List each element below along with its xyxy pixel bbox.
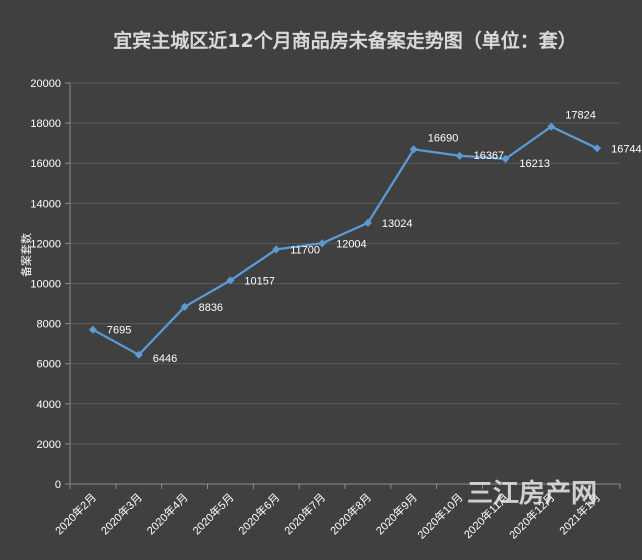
watermark-logo: 三江房产网	[467, 479, 597, 509]
data-point-marker	[363, 218, 372, 227]
data-point-marker	[593, 144, 602, 153]
data-label: 16213	[519, 158, 550, 170]
data-label: 10157	[244, 275, 275, 287]
series-line	[92, 125, 598, 356]
data-label: 12004	[336, 238, 367, 250]
y-tick-label: 2000	[37, 439, 61, 451]
data-point-marker	[318, 239, 327, 248]
data-point-marker	[547, 122, 556, 131]
data-label: 16744	[611, 143, 642, 155]
gridlines	[65, 82, 620, 485]
data-point-marker	[455, 151, 464, 160]
data-label: 17824	[565, 110, 596, 122]
y-tick-label: 4000	[37, 399, 61, 411]
data-label: 13024	[382, 218, 413, 230]
data-points	[88, 122, 602, 359]
data-point-marker	[180, 302, 189, 311]
data-label: 16367	[474, 150, 505, 162]
y-tick-label: 8000	[37, 319, 61, 331]
data-point-marker	[501, 154, 510, 163]
data-label: 7695	[107, 325, 131, 337]
series-line-path	[92, 125, 598, 356]
chart-title: 宜宾主城区近12个月商品房未备案走势图（单位：套）	[113, 29, 576, 52]
x-tick-label: 2020年5月	[189, 490, 236, 537]
x-tick-label: 2020年9月	[373, 490, 420, 537]
y-tick-label: 20000	[30, 78, 61, 90]
data-label: 8836	[199, 302, 223, 314]
x-tick-label: 2020年7月	[281, 490, 328, 537]
y-tick-label: 10000	[30, 279, 61, 291]
axes	[69, 83, 621, 489]
y-tick-label: 18000	[30, 118, 61, 130]
x-tick-label: 2020年6月	[235, 490, 282, 537]
y-tick-label: 14000	[30, 198, 61, 210]
data-point-marker	[88, 325, 97, 334]
data-point-marker	[272, 245, 281, 254]
x-tick-label: 2020年3月	[98, 490, 145, 537]
data-point-marker	[134, 350, 143, 359]
data-point-marker	[226, 276, 235, 285]
data-labels: 7695 6446 8836 10157 11700 12004 13024 16690 163…	[107, 110, 642, 365]
x-tick-label: 2020年10月	[414, 490, 465, 541]
y-tick-label: 0	[55, 479, 61, 491]
y-tick-labels: 0 2000 4000 6000 8000 10000 12000 14000 16000 180…	[30, 78, 61, 491]
x-tick-label: 2020年4月	[144, 490, 191, 537]
data-point-marker	[409, 145, 418, 154]
y-tick-label: 12000	[30, 238, 61, 250]
y-tick-label: 16000	[30, 158, 61, 170]
data-label: 16690	[428, 132, 459, 144]
data-label: 6446	[153, 353, 177, 365]
y-axis-label: 备案套数	[19, 233, 33, 277]
y-tick-label: 6000	[37, 359, 61, 371]
data-label: 11700	[290, 244, 320, 256]
x-tick-label: 2020年8月	[327, 490, 374, 537]
x-tick-label: 2020年2月	[52, 490, 99, 537]
